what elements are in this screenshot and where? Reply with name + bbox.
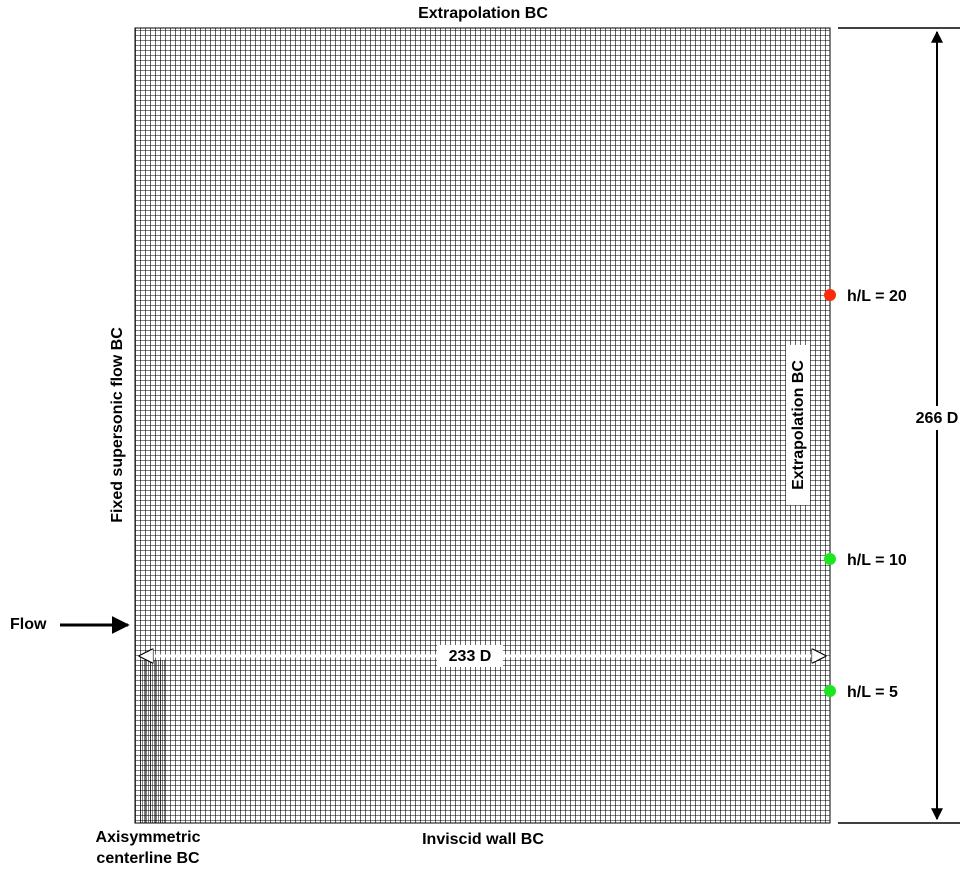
probe-point: [824, 289, 836, 301]
bottom-bc-label: Inviscid wall BC: [422, 831, 544, 848]
label-bg: [437, 645, 503, 667]
height-label: 266 D: [916, 410, 959, 427]
right-bc-label: Extrapolation BC: [790, 360, 807, 490]
mesh: [134, 27, 831, 824]
probe-label: h/L = 10: [847, 552, 907, 569]
left-bc-label: Fixed supersonic flow BC: [109, 327, 126, 523]
probe-label: h/L = 20: [847, 288, 907, 305]
centerline-bc-label: Axisymmetric: [96, 829, 201, 846]
mesh-refined: [140, 660, 165, 823]
centerline-bc-label: centerline BC: [96, 850, 200, 867]
flow-label: Flow: [10, 616, 47, 633]
probe-label: h/L = 5: [847, 684, 898, 701]
label-bg: [786, 345, 810, 505]
label-bg: [905, 406, 961, 430]
width-label: 233 D: [449, 648, 492, 665]
probe-point: [824, 553, 836, 565]
top-bc-label: Extrapolation BC: [418, 5, 548, 22]
probe-point: [824, 685, 836, 697]
